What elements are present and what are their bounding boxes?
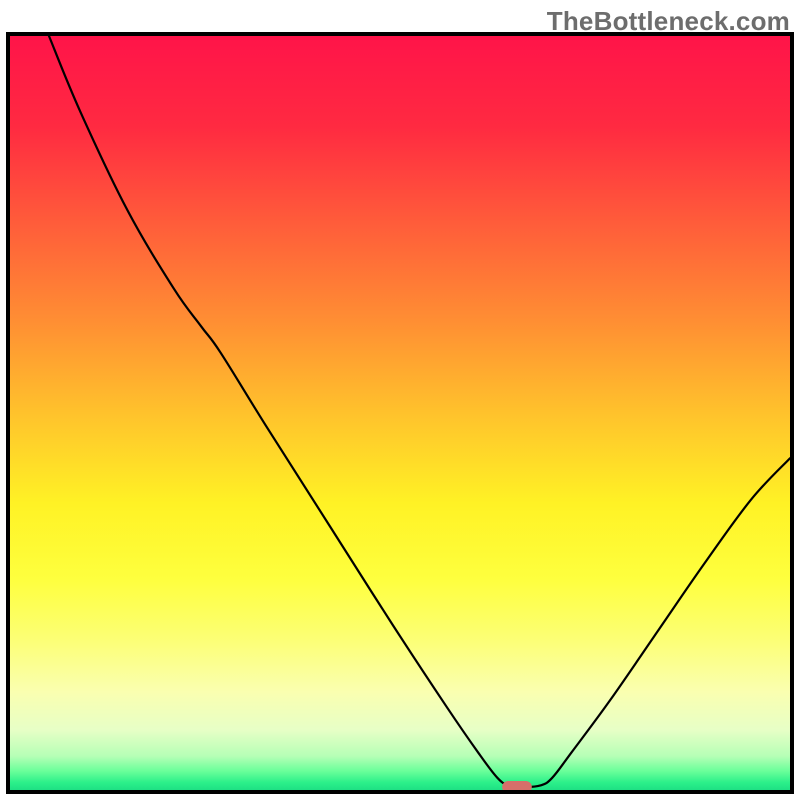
chart-container: TheBottleneck.com <box>0 0 800 800</box>
chart-border <box>6 32 794 794</box>
watermark-text: TheBottleneck.com <box>547 6 790 37</box>
